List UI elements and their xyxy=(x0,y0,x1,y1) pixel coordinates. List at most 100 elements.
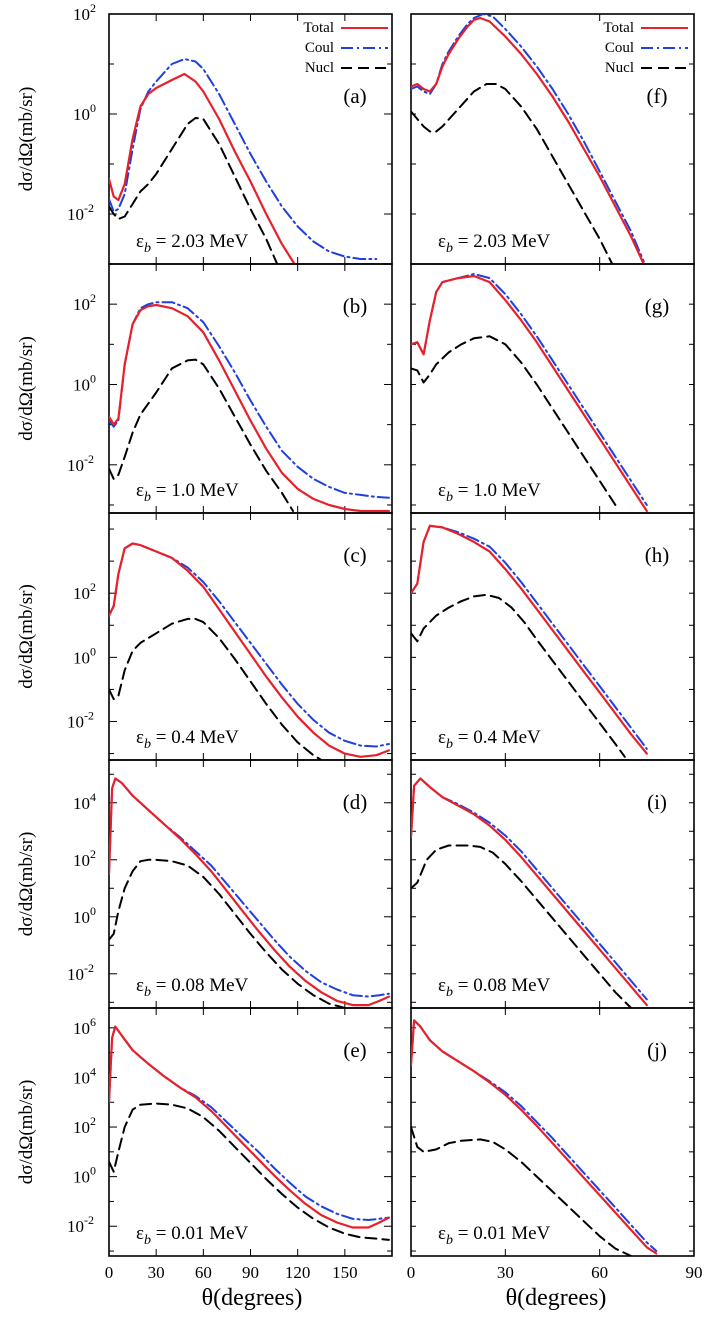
panel-a: 10-2 100 102 (a) εb = 2.03 MeV dσ/dΩ(mb/sr) xyxy=(16,1,393,265)
series-line-coul-g xyxy=(411,273,648,506)
energy-label-d: εb = 0.08 MeV xyxy=(136,975,249,1000)
y-tick-label-e: 100 xyxy=(73,1164,96,1187)
y-tick-label-d: 100 xyxy=(73,904,96,927)
x-tick-label: 120 xyxy=(285,1263,311,1282)
panel-h: (h) εb = 0.4 MeV xyxy=(410,512,695,761)
series-line-nucl-b xyxy=(109,358,294,512)
series-line-total-d xyxy=(109,777,390,1007)
energy-label-g: εb = 1.0 MeV xyxy=(438,480,541,505)
panel-label-h: (h) xyxy=(645,543,670,567)
series-line-total-j xyxy=(411,1019,658,1255)
x-axis-label-right: θ(degrees) xyxy=(506,1285,607,1311)
y-axis-label-d: dσ/dΩ(mb/sr) xyxy=(16,832,37,937)
series-line-nucl-i xyxy=(411,844,633,1008)
energy-label-h: εb = 0.4 MeV xyxy=(438,727,541,752)
panel-c: 10-2 100 102 (c) εb = 0.4 MeV dσ/dΩ(mb/sr) xyxy=(16,512,393,761)
series-line-total-e xyxy=(109,1025,390,1229)
energy-label-c: εb = 0.4 MeV xyxy=(136,727,239,752)
series-line-total-a xyxy=(109,72,296,264)
panel-label-a: (a) xyxy=(343,84,366,108)
x-tick-label: 90 xyxy=(686,1263,703,1282)
panel-frame-a xyxy=(108,13,393,265)
energy-label-e: εb = 0.01 MeV xyxy=(136,1223,249,1248)
panel-label-c: (c) xyxy=(343,543,366,567)
series-line-nucl-g xyxy=(411,335,617,506)
series-line-nucl-e xyxy=(109,1102,390,1241)
series-line-nucl-c xyxy=(109,617,323,760)
y-tick-label-d: 102 xyxy=(73,847,96,870)
y-tick-label-b: 100 xyxy=(73,371,96,394)
panel-label-i: (i) xyxy=(647,790,667,814)
y-axis-label-a: dσ/dΩ(mb/sr) xyxy=(16,87,37,192)
y-tick-label-c: 102 xyxy=(73,580,96,603)
energy-label-j: εb = 0.01 MeV xyxy=(438,1223,551,1248)
series-line-total-b xyxy=(109,303,390,513)
series-line-coul-h xyxy=(411,524,648,750)
y-axis-label-b: dσ/dΩ(mb/sr) xyxy=(16,336,37,441)
legend-left-coul-label: Coul xyxy=(305,40,334,56)
energy-label-a: εb = 2.03 MeV xyxy=(136,231,249,256)
series-line-total-c xyxy=(109,542,390,758)
y-tick-label-d: 10-2 xyxy=(67,961,94,984)
series-line-nucl-d xyxy=(109,858,346,1008)
legend-right-total-label: Total xyxy=(603,20,634,36)
series-line-total-f xyxy=(411,16,645,264)
y-tick-label-e: 104 xyxy=(73,1064,96,1087)
legend-left-total-label: Total xyxy=(303,20,334,36)
series-line-nucl-a xyxy=(109,117,279,264)
y-tick-label-c: 10-2 xyxy=(67,709,94,732)
panel-j: (j) εb = 0.01 MeV xyxy=(410,1007,695,1257)
series-line-nucl-j xyxy=(411,1126,633,1256)
panel-label-f: (f) xyxy=(647,84,668,108)
y-axis-label-c: dσ/dΩ(mb/sr) xyxy=(16,584,37,689)
legend-right-coul-label: Coul xyxy=(605,40,634,56)
series-line-coul-c xyxy=(109,542,390,748)
panel-i: (i) εb = 0.08 MeV xyxy=(410,759,695,1009)
legend-right: Total Coul Nucl xyxy=(603,20,688,76)
series-line-nucl-f xyxy=(411,83,614,264)
series-line-total-i xyxy=(411,777,648,1007)
panel-frame-f xyxy=(410,13,695,265)
panel-label-g: (g) xyxy=(645,294,670,318)
panel-d: 10-2 100 102 104 (d) εb = 0.08 MeV dσ/dΩ(mb/sr… xyxy=(16,759,393,1009)
y-tick-label-e: 10-2 xyxy=(67,1213,94,1236)
series-line-total-g xyxy=(411,274,648,513)
panel-e: 10-2 100 102 104 106 (e) εb = 0.01 MeV dσ/dΩ(mb… xyxy=(16,1007,393,1257)
y-tick-label-a: 10-2 xyxy=(67,201,94,224)
series-line-nucl-h xyxy=(411,593,626,758)
panel-b: 10-2 100 102 (b) εb = 1.0 MeV dσ/dΩ(mb/sr) xyxy=(16,263,393,514)
x-tick-label: 60 xyxy=(591,1263,608,1282)
panel-frame-j xyxy=(410,1007,695,1257)
panel-label-e: (e) xyxy=(343,1038,366,1062)
legend-left: Total Coul Nucl xyxy=(303,20,388,76)
panel-label-j: (j) xyxy=(647,1038,667,1062)
y-tick-label-e: 106 xyxy=(73,1015,96,1038)
x-tick-label: 0 xyxy=(407,1263,416,1282)
panel-f: (f) εb = 2.03 MeV xyxy=(410,13,695,265)
energy-label-f: εb = 2.03 MeV xyxy=(438,231,551,256)
panel-label-b: (b) xyxy=(343,294,368,318)
x-tick-label: 0 xyxy=(105,1263,114,1282)
x-tick-label: 30 xyxy=(148,1263,165,1282)
x-tick-label: 30 xyxy=(497,1263,514,1282)
y-tick-label-b: 10-2 xyxy=(67,452,94,475)
energy-label-b: εb = 1.0 MeV xyxy=(136,480,239,505)
series-line-coul-b xyxy=(109,301,390,499)
x-axis-label-left: θ(degrees) xyxy=(202,1285,303,1311)
x-tick-label: 60 xyxy=(195,1263,212,1282)
y-tick-label-e: 102 xyxy=(73,1114,96,1137)
y-tick-label-b: 102 xyxy=(73,291,96,314)
panel-label-d: (d) xyxy=(343,790,368,814)
x-tick-label: 90 xyxy=(242,1263,259,1282)
y-tick-label-a: 100 xyxy=(73,101,96,124)
legend-left-nucl-label: Nucl xyxy=(305,60,334,76)
y-tick-label-c: 100 xyxy=(73,644,96,667)
y-tick-label-a: 102 xyxy=(73,1,96,24)
x-tick-label: 150 xyxy=(332,1263,358,1282)
y-tick-label-d: 104 xyxy=(73,790,96,813)
energy-label-i: εb = 0.08 MeV xyxy=(438,975,551,1000)
y-axis-label-e: dσ/dΩ(mb/sr) xyxy=(16,1080,37,1185)
series-line-coul-a xyxy=(109,58,378,260)
